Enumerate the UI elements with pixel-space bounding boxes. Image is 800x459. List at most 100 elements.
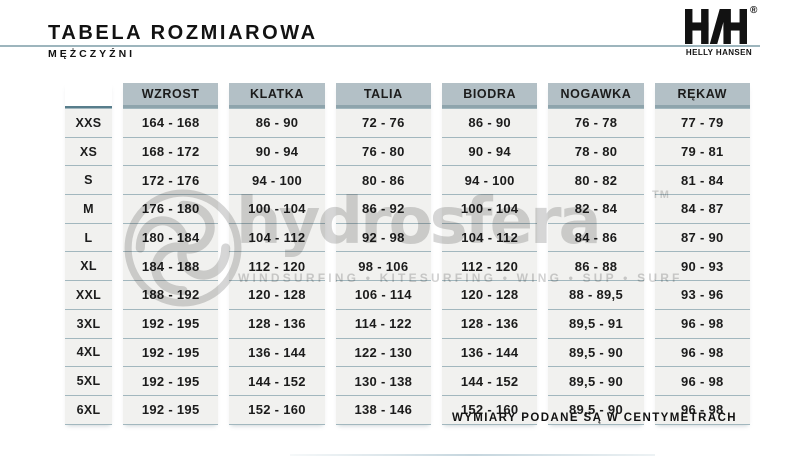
table-cell: 89,5 - 90 <box>548 366 644 395</box>
table-cell: 77 - 79 <box>654 108 750 137</box>
data-column: TALIA 72 - 76 76 - 80 80 - 86 86 - 92 92 - 98… <box>335 83 431 425</box>
table-cell: 112 - 120 <box>441 251 538 281</box>
table-cell: 100 - 104 <box>441 194 538 223</box>
table-cell: 128 - 136 <box>229 308 325 338</box>
table-cell: 106 - 114 <box>335 280 431 309</box>
table-cell: 184 - 188 <box>123 251 219 281</box>
table-cell: 144 - 152 <box>229 366 325 395</box>
table-cell: 112 - 120 <box>229 251 325 281</box>
table-cell: 98 - 106 <box>335 251 431 281</box>
column-header: BIODRA <box>441 83 538 108</box>
table-cell: 114 - 122 <box>335 308 431 338</box>
table-cell: 180 - 184 <box>123 222 219 252</box>
table-cell: 80 - 82 <box>548 165 644 195</box>
table-cell: 86 - 90 <box>229 108 325 137</box>
table-cell: 90 - 93 <box>654 251 750 281</box>
table-cell: 130 - 138 <box>335 366 431 395</box>
size-label: 6XL <box>65 394 112 425</box>
data-column: RĘKAW 77 - 79 79 - 81 81 - 84 84 - 87 87 - 90… <box>654 83 750 425</box>
table-cell: 94 - 100 <box>229 165 325 195</box>
column-header: KLATKA <box>229 83 325 108</box>
table-cell: 152 - 160 <box>441 394 538 425</box>
data-column: BIODRA 86 - 90 90 - 94 94 - 100 100 - 104 104… <box>441 83 538 425</box>
size-label: L <box>65 222 112 252</box>
table-cell: 87 - 90 <box>654 222 750 252</box>
table-cell: 104 - 112 <box>229 222 325 252</box>
brand-name: HELLY HANSEN <box>683 47 755 59</box>
table-cell: 152 - 160 <box>229 394 325 425</box>
size-label: 4XL <box>65 337 112 367</box>
table-cell: 96 - 98 <box>654 366 750 395</box>
table-cell: 120 - 128 <box>229 280 325 309</box>
table-cell: 188 - 192 <box>123 280 219 309</box>
table-cell: 86 - 92 <box>335 194 431 223</box>
size-label: S <box>65 165 112 195</box>
column-header: NOGAWKA <box>548 83 644 108</box>
size-label: M <box>65 194 112 223</box>
column-header: WZROST <box>123 83 219 108</box>
table-cell: 96 - 98 <box>654 394 750 425</box>
table-cell: 76 - 78 <box>548 108 644 137</box>
table-cell: 84 - 86 <box>548 222 644 252</box>
table-cell: 96 - 98 <box>654 337 750 367</box>
table-cell: 89,5 - 91 <box>548 308 644 338</box>
registered-trademark-icon: ® <box>750 5 758 16</box>
table-cell: 122 - 130 <box>335 337 431 367</box>
table-cell: 164 - 168 <box>123 108 219 137</box>
table-cell: 82 - 84 <box>548 194 644 223</box>
table-cell: 192 - 195 <box>123 337 219 367</box>
table-cell: 86 - 88 <box>548 251 644 281</box>
column-header: RĘKAW <box>654 83 750 108</box>
table-cell: 144 - 152 <box>441 366 538 395</box>
table-cell: 100 - 104 <box>229 194 325 223</box>
table-cell: 80 - 86 <box>335 165 431 195</box>
table-cell: 192 - 195 <box>123 394 219 425</box>
table-cell: 128 - 136 <box>441 308 538 338</box>
data-column: KLATKA 86 - 90 90 - 94 94 - 100 100 - 104 104… <box>229 83 325 425</box>
size-column: XXS XS S M L XL XXL 3XL 4XL 5XL 6XL <box>65 83 112 425</box>
size-table: XXS XS S M L XL XXL 3XL 4XL 5XL 6XL WZROST 164 - 168… <box>65 83 750 425</box>
table-cell: 90 - 94 <box>229 136 325 166</box>
size-label: 5XL <box>65 366 112 395</box>
table-cell: 79 - 81 <box>654 136 750 166</box>
data-column: NOGAWKA 76 - 78 78 - 80 80 - 82 82 - 84 84 - … <box>548 83 644 425</box>
table-cell: 92 - 98 <box>335 222 431 252</box>
table-cell: 120 - 128 <box>441 280 538 309</box>
page-subtitle: MĘŻCZYŹNI <box>48 48 136 60</box>
size-label: XXL <box>65 280 112 309</box>
table-cell: 72 - 76 <box>335 108 431 137</box>
table-cell: 138 - 146 <box>335 394 431 425</box>
column-header: TALIA <box>335 83 431 108</box>
table-cell: 94 - 100 <box>441 165 538 195</box>
table-cell: 81 - 84 <box>654 165 750 195</box>
table-cell: 176 - 180 <box>123 194 219 223</box>
table-cell: 172 - 176 <box>123 165 219 195</box>
table-cell: 96 - 98 <box>654 308 750 338</box>
table-cell: 89,5 - 90 <box>548 337 644 367</box>
page-title: TABELA ROZMIAROWA <box>48 22 318 44</box>
table-cell: 84 - 87 <box>654 194 750 223</box>
table-cell: 88 - 89,5 <box>548 280 644 309</box>
table-cell: 78 - 80 <box>548 136 644 166</box>
size-label: 3XL <box>65 308 112 338</box>
table-cell: 136 - 144 <box>229 337 325 367</box>
table-cell: 192 - 195 <box>123 366 219 395</box>
size-label: XXS <box>65 108 112 137</box>
size-label: XL <box>65 251 112 281</box>
table-cell: 89,5 - 90 <box>548 394 644 425</box>
table-cell: 192 - 195 <box>123 308 219 338</box>
table-cell: 90 - 94 <box>441 136 538 166</box>
table-cell: 168 - 172 <box>123 136 219 166</box>
table-cell: 104 - 112 <box>441 222 538 252</box>
table-cell: 76 - 80 <box>335 136 431 166</box>
bottom-divider <box>290 454 655 456</box>
units-footnote: WYMIARY PODANE SĄ W CENTYMETRACH <box>451 412 737 424</box>
data-column: WZROST 164 - 168 168 - 172 172 - 176 176 - 1… <box>123 83 219 425</box>
table-cell: 136 - 144 <box>441 337 538 367</box>
header-divider <box>0 45 760 47</box>
size-column-spacer <box>65 83 112 108</box>
table-cell: 86 - 90 <box>441 108 538 137</box>
table-cell: 93 - 96 <box>654 280 750 309</box>
helly-hansen-monogram-icon <box>685 9 747 44</box>
size-label: XS <box>65 136 112 166</box>
